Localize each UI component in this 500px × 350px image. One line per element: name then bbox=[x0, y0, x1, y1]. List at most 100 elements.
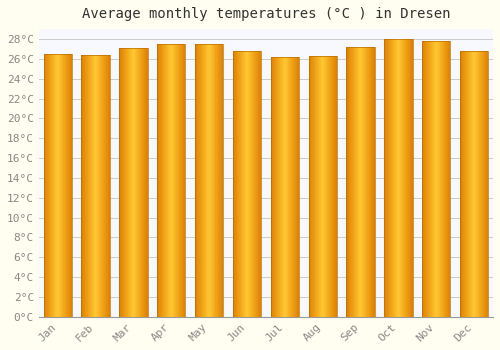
Bar bbox=[298, 57, 299, 317]
Bar bbox=[423, 41, 424, 317]
Bar bbox=[440, 41, 441, 317]
Bar bbox=[320, 56, 321, 317]
Bar bbox=[83, 55, 84, 317]
Bar bbox=[144, 48, 145, 317]
Bar bbox=[362, 47, 363, 317]
Bar bbox=[434, 41, 435, 317]
Bar bbox=[214, 44, 215, 317]
Bar bbox=[44, 54, 45, 317]
Bar bbox=[176, 44, 177, 317]
Bar bbox=[346, 47, 347, 317]
Bar bbox=[270, 57, 299, 317]
Bar bbox=[102, 55, 103, 317]
Bar bbox=[359, 47, 360, 317]
Bar bbox=[164, 44, 165, 317]
Bar bbox=[364, 47, 365, 317]
Bar bbox=[270, 57, 271, 317]
Bar bbox=[355, 47, 356, 317]
Bar bbox=[292, 57, 293, 317]
Bar bbox=[143, 48, 144, 317]
Bar bbox=[88, 55, 89, 317]
Bar bbox=[158, 44, 159, 317]
Bar bbox=[288, 57, 289, 317]
Bar bbox=[322, 56, 324, 317]
Bar bbox=[57, 54, 58, 317]
Bar bbox=[103, 55, 104, 317]
Bar bbox=[282, 57, 283, 317]
Bar bbox=[407, 39, 408, 317]
Bar bbox=[159, 44, 160, 317]
Bar bbox=[138, 48, 139, 317]
Bar bbox=[480, 51, 481, 317]
Bar bbox=[374, 47, 375, 317]
Bar bbox=[141, 48, 142, 317]
Bar bbox=[296, 57, 297, 317]
Bar bbox=[219, 44, 220, 317]
Title: Average monthly temperatures (°C ) in Dresen: Average monthly temperatures (°C ) in Dr… bbox=[82, 7, 450, 21]
Bar bbox=[52, 54, 53, 317]
Bar bbox=[216, 44, 217, 317]
Bar bbox=[206, 44, 207, 317]
Bar bbox=[157, 44, 158, 317]
Bar bbox=[197, 44, 198, 317]
Bar bbox=[123, 48, 124, 317]
Bar bbox=[50, 54, 51, 317]
Bar bbox=[460, 51, 488, 317]
Bar bbox=[195, 44, 196, 317]
Bar bbox=[244, 51, 246, 317]
Bar bbox=[239, 51, 240, 317]
Bar bbox=[180, 44, 181, 317]
Bar bbox=[429, 41, 430, 317]
Bar bbox=[329, 56, 330, 317]
Bar bbox=[430, 41, 431, 317]
Bar bbox=[314, 56, 315, 317]
Bar bbox=[422, 41, 423, 317]
Bar bbox=[284, 57, 285, 317]
Bar bbox=[95, 55, 96, 317]
Bar bbox=[127, 48, 128, 317]
Bar bbox=[442, 41, 443, 317]
Bar bbox=[350, 47, 351, 317]
Bar bbox=[409, 39, 410, 317]
Bar bbox=[238, 51, 239, 317]
Bar bbox=[438, 41, 439, 317]
Bar bbox=[316, 56, 317, 317]
Bar bbox=[390, 39, 391, 317]
Bar bbox=[212, 44, 213, 317]
Bar bbox=[308, 56, 337, 317]
Bar bbox=[271, 57, 272, 317]
Bar bbox=[126, 48, 127, 317]
Bar bbox=[181, 44, 182, 317]
Bar bbox=[325, 56, 326, 317]
Bar bbox=[222, 44, 223, 317]
Bar bbox=[286, 57, 287, 317]
Bar bbox=[223, 44, 224, 317]
Bar bbox=[129, 48, 130, 317]
Bar bbox=[461, 51, 462, 317]
Bar bbox=[332, 56, 333, 317]
Bar bbox=[63, 54, 64, 317]
Bar bbox=[408, 39, 409, 317]
Bar bbox=[55, 54, 56, 317]
Bar bbox=[132, 48, 133, 317]
Bar bbox=[67, 54, 68, 317]
Bar bbox=[157, 44, 186, 317]
Bar bbox=[311, 56, 312, 317]
Bar bbox=[468, 51, 469, 317]
Bar bbox=[240, 51, 241, 317]
Bar bbox=[210, 44, 211, 317]
Bar bbox=[436, 41, 437, 317]
Bar bbox=[163, 44, 164, 317]
Bar bbox=[134, 48, 135, 317]
Bar bbox=[326, 56, 328, 317]
Bar bbox=[70, 54, 71, 317]
Bar bbox=[160, 44, 161, 317]
Bar bbox=[371, 47, 372, 317]
Bar bbox=[86, 55, 87, 317]
Bar bbox=[483, 51, 484, 317]
Bar bbox=[166, 44, 167, 317]
Bar bbox=[169, 44, 170, 317]
Bar bbox=[352, 47, 353, 317]
Bar bbox=[437, 41, 438, 317]
Bar bbox=[234, 51, 235, 317]
